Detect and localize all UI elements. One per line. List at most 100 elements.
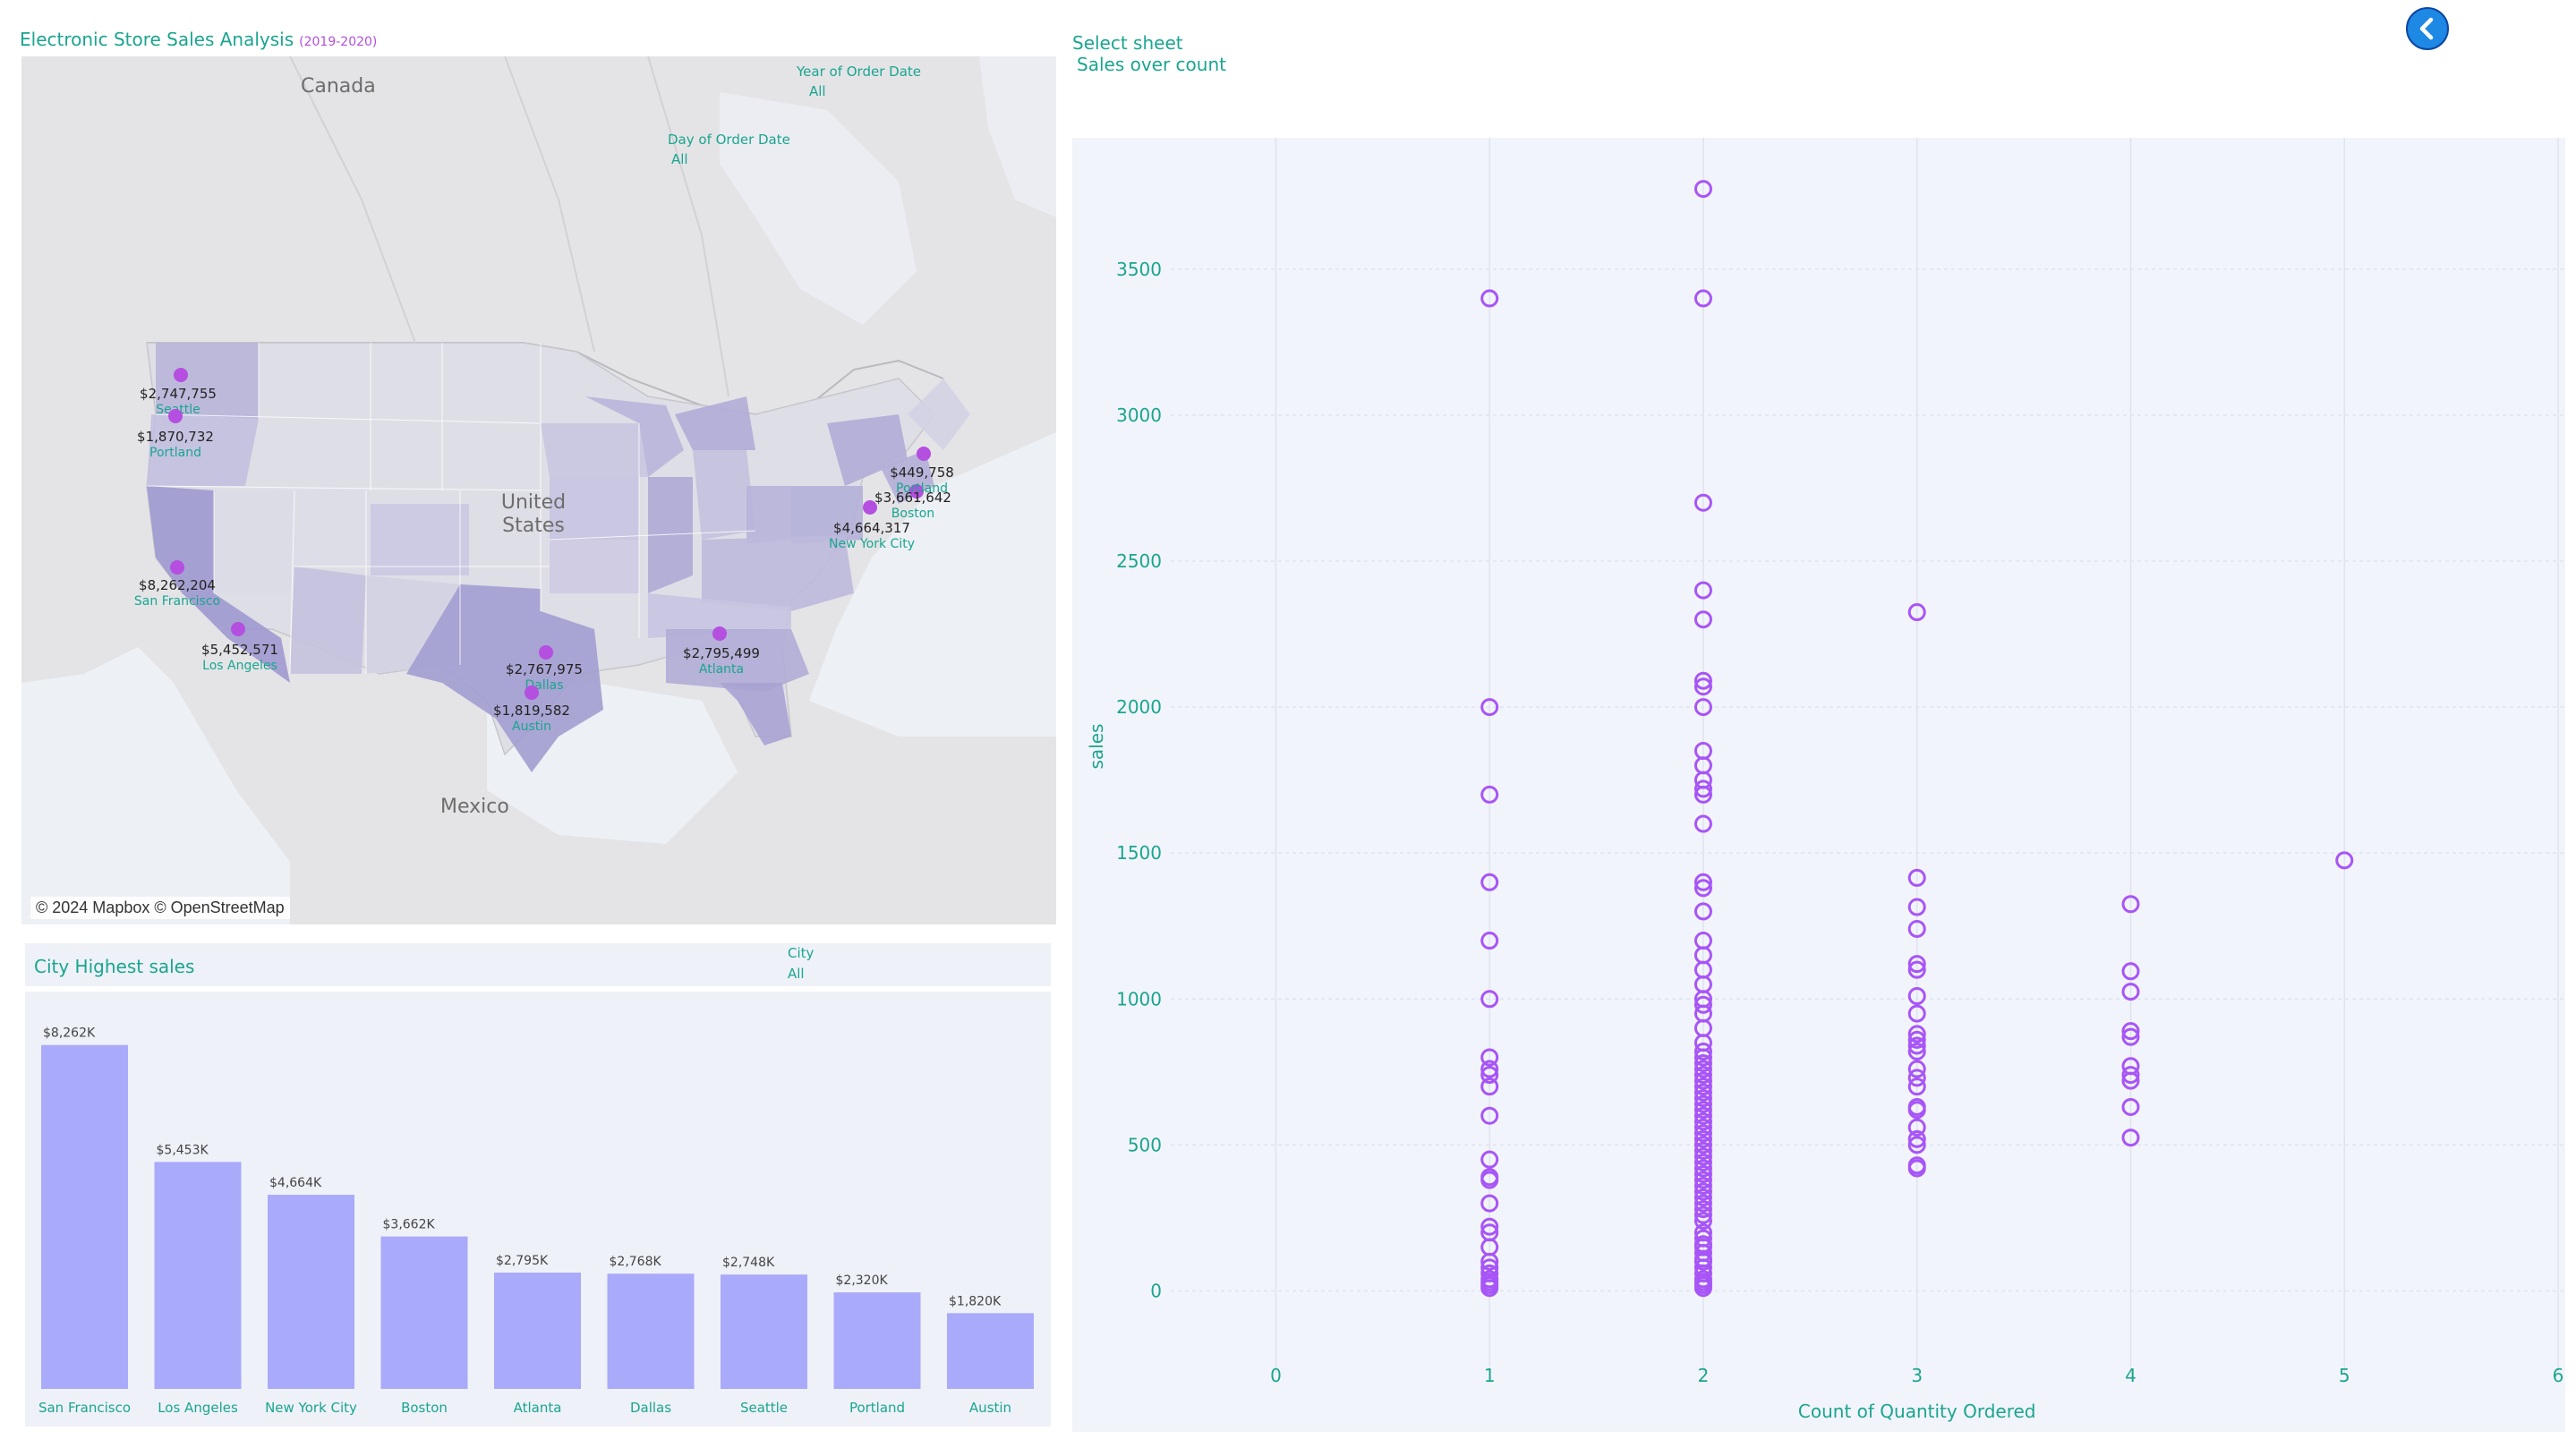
scatter-point[interactable] (1907, 898, 1926, 916)
bar-new-york-city[interactable] (268, 1195, 354, 1389)
scatter-point[interactable] (1693, 814, 1712, 833)
scatter-point[interactable] (1907, 919, 1926, 938)
scatter-point[interactable] (1907, 1101, 1926, 1120)
scatter-point[interactable] (1693, 1182, 1712, 1201)
scatter-point[interactable] (1480, 289, 1499, 308)
city-marker-atlanta[interactable] (712, 626, 727, 641)
scatter-point[interactable] (1693, 1147, 1712, 1166)
scatter-point[interactable] (1693, 1106, 1712, 1125)
scatter-point[interactable] (1693, 1071, 1712, 1090)
scatter-point[interactable] (1693, 879, 1712, 898)
scatter-point[interactable] (1693, 1048, 1712, 1067)
scatter-point[interactable] (1693, 1159, 1712, 1178)
scatter-point[interactable] (1693, 1101, 1712, 1120)
scatter-point[interactable] (1693, 1089, 1712, 1108)
scatter-point[interactable] (1480, 785, 1499, 804)
scatter-point[interactable] (1907, 1004, 1926, 1023)
scatter-point[interactable] (1693, 493, 1712, 512)
scatter-point[interactable] (1907, 1077, 1926, 1096)
city-marker-austin[interactable] (525, 686, 539, 700)
scatter-point[interactable] (1693, 289, 1712, 308)
scatter-point[interactable] (1693, 1171, 1712, 1189)
city-filter[interactable]: City All (788, 945, 814, 982)
scatter-point[interactable] (1693, 610, 1712, 629)
scatter-point[interactable] (1693, 180, 1712, 199)
scatter-point[interactable] (1480, 1150, 1499, 1169)
filter-year[interactable]: Year of Order Date All (797, 64, 921, 99)
select-sheet-dropdown[interactable]: Sales over count (1077, 54, 1226, 75)
scatter-point[interactable] (1693, 1129, 1712, 1148)
scatter-point[interactable] (1693, 1077, 1712, 1096)
scatter-point[interactable] (1693, 1153, 1712, 1171)
scatter-point[interactable] (1907, 1069, 1926, 1087)
scatter-point[interactable] (1693, 902, 1712, 921)
city-marker-portland[interactable] (917, 447, 931, 461)
scatter-point[interactable] (1693, 1212, 1712, 1231)
scatter-point[interactable] (1907, 1136, 1926, 1154)
scatter-point[interactable] (1907, 1036, 1926, 1055)
scatter-point[interactable] (1907, 960, 1926, 979)
scatter-point[interactable] (2121, 895, 2140, 914)
scatter-point[interactable] (1907, 1129, 1926, 1148)
sales-map[interactable]: Canada United States Mexico Year of Orde… (21, 56, 1056, 924)
scatter-point[interactable] (1693, 1279, 1712, 1298)
scatter-point[interactable] (1693, 1252, 1712, 1271)
scatter-point[interactable] (1693, 698, 1712, 717)
scatter-point[interactable] (1480, 1252, 1499, 1271)
scatter-point[interactable] (2121, 1022, 2140, 1041)
scatter-point[interactable] (1693, 581, 1712, 600)
scatter-point[interactable] (1907, 987, 1926, 1005)
scatter-point[interactable] (1907, 868, 1926, 887)
scatter-point[interactable] (2121, 1071, 2140, 1090)
scatter-point[interactable] (2121, 1027, 2140, 1046)
scatter-point[interactable] (2121, 962, 2140, 981)
scatter-point[interactable] (1480, 1279, 1499, 1298)
scatter-point[interactable] (1907, 1159, 1926, 1178)
scatter-point[interactable] (1693, 1136, 1712, 1154)
bar-los-angeles[interactable] (154, 1162, 242, 1389)
scatter-point[interactable] (1693, 1164, 1712, 1183)
scatter-point[interactable] (1480, 1077, 1499, 1096)
scatter-point[interactable] (1693, 779, 1712, 798)
city-marker-los-angeles[interactable] (231, 622, 245, 636)
scatter-point[interactable] (1480, 1060, 1499, 1078)
city-marker-seattle[interactable] (174, 368, 188, 382)
scatter-point[interactable] (1907, 1060, 1926, 1078)
bar-portland[interactable] (833, 1292, 921, 1389)
scatter-point[interactable] (1480, 1171, 1499, 1189)
scatter-point[interactable] (1907, 1025, 1926, 1043)
scatter-point[interactable] (1693, 1200, 1712, 1219)
scatter-point[interactable] (2121, 1097, 2140, 1116)
scatter-point[interactable] (2335, 851, 2354, 870)
city-marker-dallas[interactable] (539, 645, 553, 660)
bar-seattle[interactable] (721, 1274, 807, 1389)
scatter-point[interactable] (1480, 1106, 1499, 1125)
scatter-point[interactable] (1693, 1066, 1712, 1085)
scatter-point[interactable] (1693, 1194, 1712, 1213)
filter-day[interactable]: Day of Order Date All (668, 132, 790, 167)
city-marker-boston[interactable] (909, 484, 924, 498)
scatter-point[interactable] (1907, 1042, 1926, 1060)
scatter-point[interactable] (1693, 995, 1712, 1014)
scatter-point[interactable] (1693, 1042, 1712, 1060)
scatter-point[interactable] (1693, 1188, 1712, 1207)
scatter-point[interactable] (1693, 1124, 1712, 1143)
scatter-point[interactable] (1480, 1066, 1499, 1085)
scatter-point[interactable] (1693, 1054, 1712, 1073)
scatter-point[interactable] (2121, 1129, 2140, 1147)
scatter-point[interactable] (1907, 1030, 1926, 1049)
scatter-point[interactable] (1480, 1048, 1499, 1067)
scatter-point[interactable] (1907, 603, 1926, 622)
city-marker-san-francisco[interactable] (170, 560, 184, 575)
scatter-point[interactable] (1693, 1083, 1712, 1102)
scatter-point[interactable] (1480, 990, 1499, 1009)
scatter-point[interactable] (1693, 873, 1712, 891)
back-button[interactable] (2406, 7, 2449, 50)
city-marker-portland[interactable] (168, 409, 183, 423)
scatter-point[interactable] (1907, 955, 1926, 974)
scatter-point[interactable] (1693, 1118, 1712, 1137)
city-filter-value[interactable]: All (788, 966, 805, 982)
scatter-point[interactable] (1693, 785, 1712, 804)
scatter-point[interactable] (1907, 1118, 1926, 1137)
scatter-point[interactable] (1480, 1217, 1499, 1236)
